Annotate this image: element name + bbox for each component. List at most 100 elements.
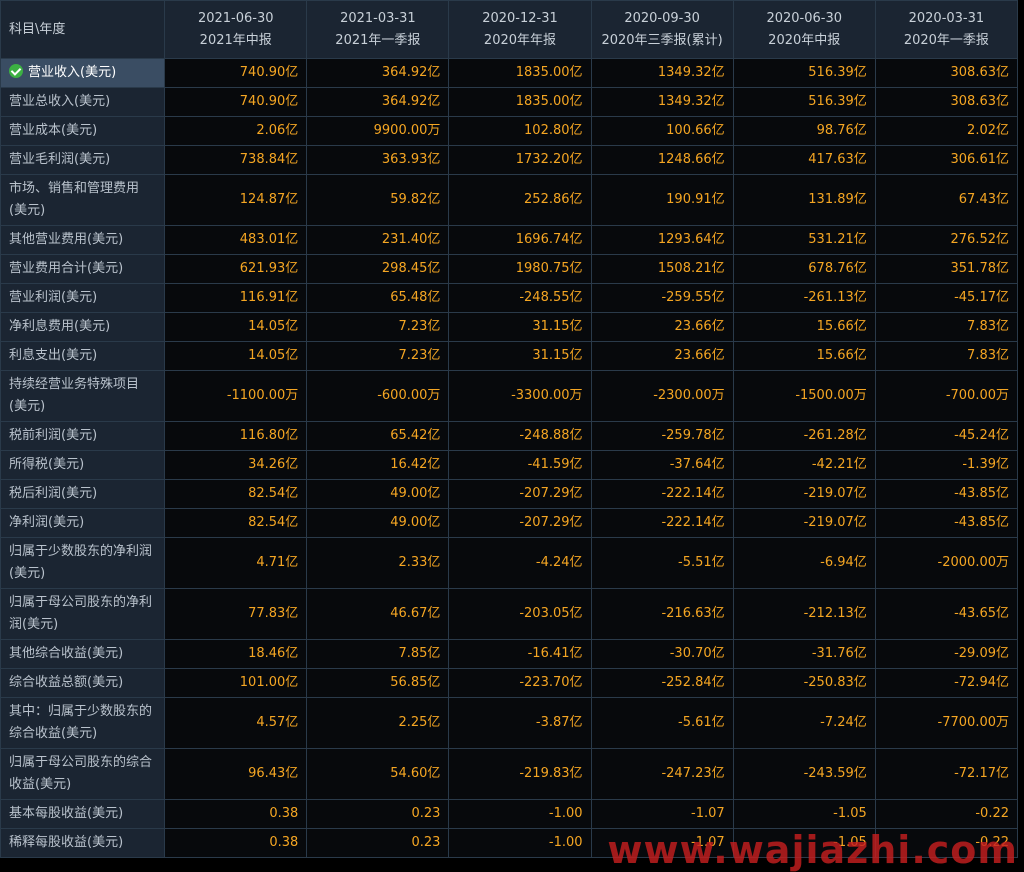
table-row[interactable]: 所得税(美元) 34.26亿 16.42亿 -41.59亿 -37.64亿 -42.21亿…: [0, 450, 1019, 480]
table-row[interactable]: 税后利润(美元) 82.54亿 49.00亿 -207.29亿 -222.14亿 -219…: [0, 479, 1019, 509]
value-cell: 77.83亿: [164, 588, 308, 640]
table-row[interactable]: 综合收益总额(美元) 101.00亿 56.85亿 -223.70亿 -252.84亿 -…: [0, 668, 1019, 698]
row-label-cell[interactable]: 其中：归属于少数股东的综合收益(美元): [0, 697, 166, 749]
row-label-cell[interactable]: 综合收益总额(美元): [0, 668, 166, 698]
table-header: 科目\年度 2021-06-30 2021年中报 2021-03-31 2021年一季…: [0, 0, 1019, 59]
row-label: 其他综合收益(美元): [9, 646, 124, 661]
row-label-cell[interactable]: 税后利润(美元): [0, 479, 166, 509]
row-label-cell[interactable]: 营业费用合计(美元): [0, 254, 166, 284]
column-header[interactable]: 2020-12-31 2020年年报: [448, 0, 592, 59]
value-cell: -2000.00万: [874, 537, 1019, 589]
value-cell: -261.13亿: [732, 283, 876, 313]
table-row[interactable]: 净利润(美元) 82.54亿 49.00亿 -207.29亿 -222.14亿 -219.…: [0, 508, 1019, 538]
value-cell: 65.48亿: [306, 283, 450, 313]
row-label: 其中：归属于少数股东的综合收益(美元): [9, 704, 153, 741]
value-cell: -43.85亿: [874, 479, 1019, 509]
row-label-cell[interactable]: 市场、销售和管理费用(美元): [0, 174, 166, 226]
row-label-cell[interactable]: 营业毛利润(美元): [0, 145, 166, 175]
value-cell: 1508.21亿: [590, 254, 734, 284]
table-row[interactable]: 市场、销售和管理费用(美元) 124.87亿 59.82亿 252.86亿 190.91…: [0, 174, 1019, 226]
value-cell: -1.39亿: [874, 450, 1019, 480]
value-cell: 2.33亿: [306, 537, 450, 589]
row-label-cell[interactable]: 基本每股收益(美元): [0, 799, 166, 829]
row-label-cell[interactable]: 归属于母公司股东的综合收益(美元): [0, 748, 166, 800]
row-label: 营业费用合计(美元): [9, 261, 124, 276]
value-cell: -219.07亿: [732, 479, 876, 509]
table-row[interactable]: 其中：归属于少数股东的综合收益(美元) 4.57亿 2.25亿 -3.87亿 -5.61…: [0, 697, 1019, 749]
table-row[interactable]: 其他综合收益(美元) 18.46亿 7.85亿 -16.41亿 -30.70亿 -31.7…: [0, 639, 1019, 669]
row-label-cell[interactable]: 归属于母公司股东的净利润(美元): [0, 588, 166, 640]
table-row[interactable]: 营业收入(美元) 740.90亿 364.92亿 1835.00亿 1349.32亿 51…: [0, 58, 1019, 88]
value-cell: 16.42亿: [306, 450, 450, 480]
value-cell: -207.29亿: [448, 508, 592, 538]
table-row[interactable]: 利息支出(美元) 14.05亿 7.23亿 31.15亿 23.66亿 15.66亿 7.8…: [0, 341, 1019, 371]
row-label-cell[interactable]: 其他综合收益(美元): [0, 639, 166, 669]
value-cell: 31.15亿: [448, 312, 592, 342]
column-header[interactable]: 2020-09-30 2020年三季报(累计): [590, 0, 734, 59]
value-cell: -30.70亿: [590, 639, 734, 669]
value-cell: -261.28亿: [732, 421, 876, 451]
column-date: 2020-12-31: [482, 10, 558, 26]
value-cell: 59.82亿: [306, 174, 450, 226]
row-label: 营业成本(美元): [9, 123, 98, 138]
table-row[interactable]: 营业毛利润(美元) 738.84亿 363.93亿 1732.20亿 1248.66亿 4…: [0, 145, 1019, 175]
value-cell: -247.23亿: [590, 748, 734, 800]
value-cell: 738.84亿: [164, 145, 308, 175]
table-row[interactable]: 其他营业费用(美元) 483.01亿 231.40亿 1696.74亿 1293.64亿…: [0, 225, 1019, 255]
value-cell: -203.05亿: [448, 588, 592, 640]
value-cell: 56.85亿: [306, 668, 450, 698]
row-label-cell[interactable]: 净利润(美元): [0, 508, 166, 538]
value-cell: 9900.00万: [306, 116, 450, 146]
table-row[interactable]: 持续经营业务特殊项目(美元) -1100.00万 -600.00万 -3300.00万…: [0, 370, 1019, 422]
column-date: 2021-03-31: [340, 10, 416, 26]
value-cell: 231.40亿: [306, 225, 450, 255]
row-label-cell[interactable]: 税前利润(美元): [0, 421, 166, 451]
value-cell: -43.65亿: [874, 588, 1019, 640]
table-row[interactable]: 营业利润(美元) 116.91亿 65.48亿 -248.55亿 -259.55亿 -26…: [0, 283, 1019, 313]
row-label: 税前利润(美元): [9, 428, 98, 443]
table-row[interactable]: 税前利润(美元) 116.80亿 65.42亿 -248.88亿 -259.78亿 -26…: [0, 421, 1019, 451]
value-cell: 4.57亿: [164, 697, 308, 749]
table-row[interactable]: 归属于母公司股东的综合收益(美元) 96.43亿 54.60亿 -219.83亿 -24…: [0, 748, 1019, 800]
column-header[interactable]: 2021-06-30 2021年中报: [164, 0, 308, 59]
value-cell: 363.93亿: [306, 145, 450, 175]
value-cell: -250.83亿: [732, 668, 876, 698]
row-label-cell[interactable]: 归属于少数股东的净利润(美元): [0, 537, 166, 589]
value-cell: 7.85亿: [306, 639, 450, 669]
row-label: 市场、销售和管理费用(美元): [9, 181, 140, 218]
table-body: 营业收入(美元) 740.90亿 364.92亿 1835.00亿 1349.32亿 51…: [0, 58, 1019, 858]
row-label-cell[interactable]: 营业总收入(美元): [0, 87, 166, 117]
value-cell: 100.66亿: [590, 116, 734, 146]
table-row[interactable]: 营业费用合计(美元) 621.93亿 298.45亿 1980.75亿 1508.21亿…: [0, 254, 1019, 284]
table-row[interactable]: 基本每股收益(美元) 0.38 0.23 -1.00 -1.07 -1.05 -0.22: [0, 799, 1019, 829]
column-header[interactable]: 2020-06-30 2020年中报: [732, 0, 876, 59]
table-row[interactable]: 归属于母公司股东的净利润(美元) 77.83亿 46.67亿 -203.05亿 -216…: [0, 588, 1019, 640]
row-label-cell[interactable]: 稀释每股收益(美元): [0, 828, 166, 858]
row-label-cell[interactable]: 利息支出(美元): [0, 341, 166, 371]
table-row[interactable]: 营业总收入(美元) 740.90亿 364.92亿 1835.00亿 1349.32亿 5…: [0, 87, 1019, 117]
column-period: 2020年年报: [483, 32, 557, 48]
value-cell: -72.94亿: [874, 668, 1019, 698]
row-label-cell[interactable]: 其他营业费用(美元): [0, 225, 166, 255]
column-header[interactable]: 2021-03-31 2021年一季报: [306, 0, 450, 59]
row-label: 净利润(美元): [9, 515, 85, 530]
value-cell: -3300.00万: [448, 370, 592, 422]
table-row[interactable]: 归属于少数股东的净利润(美元) 4.71亿 2.33亿 -4.24亿 -5.51亿 -6.…: [0, 537, 1019, 589]
row-label-cell[interactable]: 营业成本(美元): [0, 116, 166, 146]
value-cell: -0.22: [874, 828, 1019, 858]
row-label: 其他营业费用(美元): [9, 232, 124, 247]
value-cell: 483.01亿: [164, 225, 308, 255]
row-label-cell[interactable]: 净利息费用(美元): [0, 312, 166, 342]
row-label: 营业收入(美元): [28, 65, 117, 80]
table-row[interactable]: 营业成本(美元) 2.06亿 9900.00万 102.80亿 100.66亿 98.76…: [0, 116, 1019, 146]
row-label-cell[interactable]: 持续经营业务特殊项目(美元): [0, 370, 166, 422]
value-cell: -43.85亿: [874, 508, 1019, 538]
column-header[interactable]: 2020-03-31 2020年一季报: [874, 0, 1019, 59]
row-label-cell[interactable]: 营业收入(美元): [0, 58, 166, 88]
row-label: 营业毛利润(美元): [9, 152, 111, 167]
row-label-cell[interactable]: 所得税(美元): [0, 450, 166, 480]
row-label-cell[interactable]: 营业利润(美元): [0, 283, 166, 313]
table-row[interactable]: 净利息费用(美元) 14.05亿 7.23亿 31.15亿 23.66亿 15.66亿 7.…: [0, 312, 1019, 342]
table-row[interactable]: 稀释每股收益(美元) 0.38 0.23 -1.00 -1.07 -1.05 -0.22: [0, 828, 1019, 858]
value-cell: 516.39亿: [732, 87, 876, 117]
